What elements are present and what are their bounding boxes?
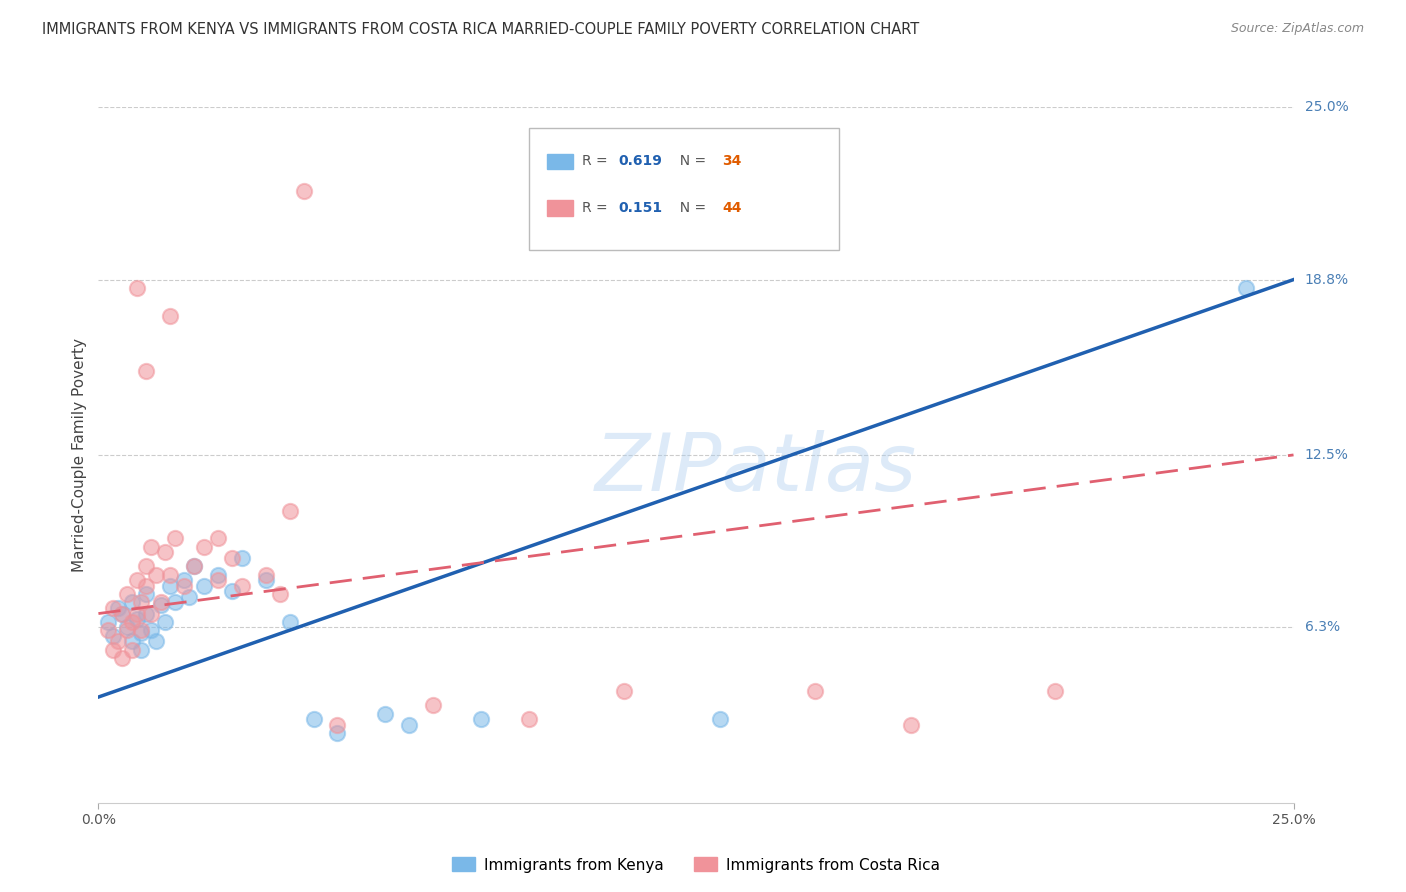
Legend: Immigrants from Kenya, Immigrants from Costa Rica: Immigrants from Kenya, Immigrants from C… bbox=[446, 851, 946, 879]
Point bbox=[183, 559, 205, 574]
Point bbox=[121, 642, 143, 657]
Point bbox=[131, 626, 153, 640]
Point bbox=[145, 634, 167, 648]
Text: R =: R = bbox=[582, 201, 613, 215]
Point bbox=[135, 607, 157, 621]
Text: 0.151: 0.151 bbox=[619, 201, 662, 215]
Point bbox=[149, 595, 172, 609]
Point bbox=[111, 651, 134, 665]
Point bbox=[326, 726, 349, 740]
Text: 25.0%: 25.0% bbox=[1305, 100, 1348, 114]
Point bbox=[207, 532, 229, 546]
Point bbox=[207, 567, 229, 582]
Point bbox=[326, 718, 349, 732]
Point bbox=[159, 567, 181, 582]
Point bbox=[125, 573, 148, 587]
Point bbox=[1043, 684, 1066, 698]
Point bbox=[107, 634, 129, 648]
Point bbox=[121, 634, 143, 648]
Point bbox=[173, 579, 195, 593]
Point bbox=[149, 598, 172, 612]
Text: 44: 44 bbox=[723, 201, 742, 215]
Point bbox=[173, 573, 195, 587]
Point bbox=[125, 281, 148, 295]
Point bbox=[221, 584, 243, 599]
Point bbox=[101, 601, 124, 615]
Point bbox=[121, 595, 143, 609]
Point bbox=[155, 615, 177, 629]
Point bbox=[135, 559, 157, 574]
Point bbox=[121, 615, 143, 629]
Point bbox=[221, 550, 243, 565]
Text: R =: R = bbox=[582, 154, 613, 169]
Point bbox=[193, 579, 215, 593]
Point bbox=[613, 684, 636, 698]
Text: 12.5%: 12.5% bbox=[1305, 448, 1348, 462]
Point bbox=[1234, 281, 1257, 295]
Point bbox=[374, 706, 396, 721]
Point bbox=[97, 615, 120, 629]
Point bbox=[159, 579, 181, 593]
Point bbox=[115, 620, 138, 634]
Point bbox=[125, 612, 148, 626]
Point bbox=[111, 607, 134, 621]
Point bbox=[97, 624, 120, 638]
Point bbox=[135, 587, 157, 601]
Point bbox=[517, 712, 540, 726]
Point bbox=[135, 579, 157, 593]
Text: IMMIGRANTS FROM KENYA VS IMMIGRANTS FROM COSTA RICA MARRIED-COUPLE FAMILY POVERT: IMMIGRANTS FROM KENYA VS IMMIGRANTS FROM… bbox=[42, 22, 920, 37]
Point bbox=[135, 364, 157, 378]
Point bbox=[163, 532, 186, 546]
Point bbox=[163, 595, 186, 609]
Point bbox=[139, 607, 162, 621]
Point bbox=[269, 587, 291, 601]
Point bbox=[302, 712, 325, 726]
Point bbox=[193, 540, 215, 554]
Point bbox=[139, 624, 162, 638]
Bar bbox=[547, 153, 572, 169]
Point bbox=[115, 624, 138, 638]
Point bbox=[155, 545, 177, 559]
Text: N =: N = bbox=[671, 201, 710, 215]
Text: N =: N = bbox=[671, 154, 710, 169]
Text: 34: 34 bbox=[723, 154, 741, 169]
Point bbox=[131, 642, 153, 657]
Point bbox=[278, 615, 301, 629]
Point bbox=[131, 624, 153, 638]
Point bbox=[231, 550, 253, 565]
Y-axis label: Married-Couple Family Poverty: Married-Couple Family Poverty bbox=[72, 338, 87, 572]
Point bbox=[179, 590, 201, 604]
Point bbox=[159, 309, 181, 323]
Point bbox=[125, 607, 148, 621]
Point bbox=[101, 629, 124, 643]
Text: 6.3%: 6.3% bbox=[1305, 621, 1340, 634]
Point bbox=[470, 712, 492, 726]
Bar bbox=[529, 128, 839, 250]
Point bbox=[398, 718, 420, 732]
Point bbox=[183, 559, 205, 574]
Text: ZIPatlas: ZIPatlas bbox=[595, 430, 917, 508]
Point bbox=[900, 718, 922, 732]
Point bbox=[422, 698, 444, 713]
Point bbox=[231, 579, 253, 593]
Point bbox=[145, 567, 167, 582]
Text: 0.619: 0.619 bbox=[619, 154, 662, 169]
Point bbox=[804, 684, 827, 698]
Point bbox=[111, 607, 134, 621]
Point bbox=[254, 573, 277, 587]
Point bbox=[709, 712, 731, 726]
Point bbox=[278, 503, 301, 517]
Text: 18.8%: 18.8% bbox=[1305, 273, 1348, 286]
Point bbox=[207, 573, 229, 587]
Point bbox=[101, 642, 124, 657]
Text: Source: ZipAtlas.com: Source: ZipAtlas.com bbox=[1230, 22, 1364, 36]
Point bbox=[292, 184, 315, 198]
Point bbox=[254, 567, 277, 582]
Point bbox=[139, 540, 162, 554]
Point bbox=[131, 595, 153, 609]
Point bbox=[107, 601, 129, 615]
Bar bbox=[547, 201, 572, 216]
Point bbox=[115, 587, 138, 601]
